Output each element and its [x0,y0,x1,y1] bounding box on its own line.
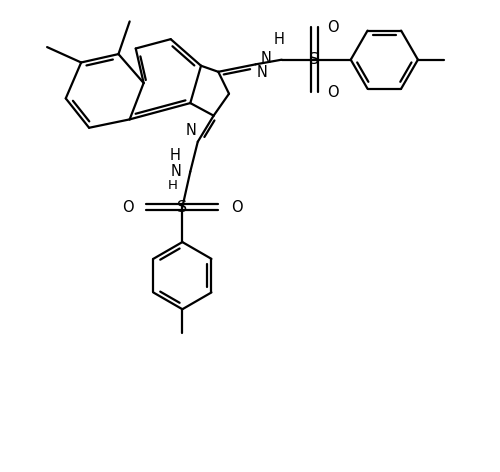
Text: O: O [328,19,339,34]
Text: S: S [178,200,188,215]
Text: H: H [168,179,177,192]
Text: N: N [260,51,272,66]
Text: N: N [171,164,182,179]
Text: O: O [122,200,134,215]
Text: O: O [328,85,339,100]
Text: H: H [170,148,181,163]
Text: H: H [274,32,285,47]
Text: N: N [256,65,268,80]
Text: S: S [310,52,320,67]
Text: N: N [186,123,197,138]
Text: O: O [232,200,243,215]
